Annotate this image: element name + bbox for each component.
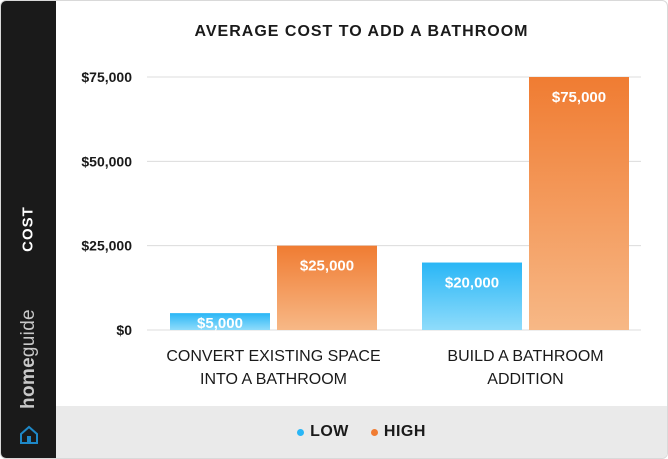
bar-chart: $0 $25,000 $50,000 $75,000 $5,000 $20,000 $25… (81, 69, 641, 388)
y-tick-label: $25,000 (81, 238, 132, 254)
legend-label: HIGH (383, 423, 426, 440)
legend: LOW HIGH (56, 406, 667, 458)
y-tick-label: $0 (116, 322, 132, 338)
legend-item-low: LOW (297, 423, 349, 441)
bar-high-1 (277, 245, 377, 330)
data-label: $25,000 (300, 258, 354, 275)
chart-title: AVERAGE COST TO ADD A BATHROOM (194, 23, 529, 40)
bar-low-1 (170, 313, 270, 330)
x-category-label: INTO A BATHROOM (200, 371, 347, 388)
data-label: $5,000 (197, 315, 243, 332)
legend-item-high: HIGH (370, 423, 426, 441)
house-icon (20, 425, 38, 444)
legend-swatch (370, 428, 378, 436)
data-label: $20,000 (445, 275, 499, 292)
bar-high-2 (529, 77, 629, 330)
y-tick-label: $75,000 (81, 69, 132, 85)
bar-low-2 (422, 262, 522, 330)
legend-footer: LOW HIGH (56, 406, 667, 458)
x-category-label: ADDITION (487, 371, 563, 388)
legend-label: LOW (310, 423, 349, 440)
legend-swatch (297, 428, 305, 436)
sidebar: COST homeguide (1, 1, 56, 458)
x-category-label: CONVERT EXISTING SPACE (166, 348, 380, 365)
y-tick-label: $50,000 (81, 153, 132, 169)
x-category-label: BUILD A BATHROOM (447, 348, 603, 365)
data-label: $75,000 (552, 89, 606, 106)
